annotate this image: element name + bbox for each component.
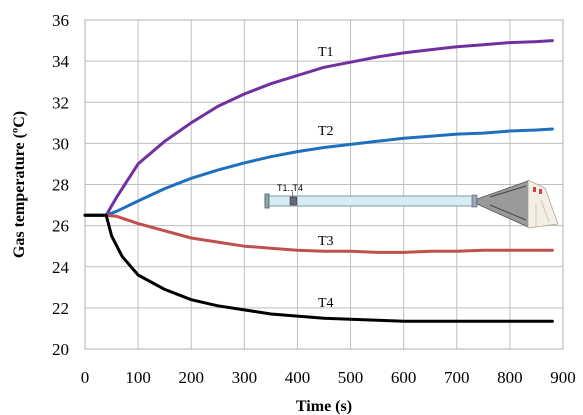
plot-border (84, 19, 564, 350)
series-label-t1: T1 (318, 45, 334, 60)
x-tick-label: 300 (232, 368, 258, 387)
y-tick-label: 24 (52, 258, 70, 277)
inset-sensor-block (289, 196, 298, 206)
inset-sensor-lead (291, 189, 294, 198)
y-axis-title: Gas temperature (ºC) (11, 111, 28, 258)
y-tick-label: 28 (52, 176, 69, 195)
y-tick-labels: 20 22 24 26 28 30 32 34 36 (52, 11, 70, 359)
x-tick-label: 600 (391, 368, 417, 387)
series-lines (83, 39, 554, 323)
x-tick-label: 400 (285, 368, 311, 387)
x-tick-label: 900 (550, 368, 576, 387)
inset-fan-housing-line (540, 199, 550, 223)
inset-fan-marker (533, 187, 536, 192)
duct-with-fan-diagram: T1..T4 (264, 179, 559, 229)
series-label-t2: T2 (318, 124, 334, 139)
y-tick-label: 34 (52, 52, 70, 71)
x-tick-label: 500 (338, 368, 364, 387)
x-tick-label: 200 (178, 368, 204, 387)
x-tick-label: 800 (497, 368, 523, 387)
inset-fan-cone-shade (489, 204, 527, 221)
y-tick-label: 20 (52, 340, 69, 359)
inset-fan-housing (527, 179, 559, 229)
y-tick-label: 26 (52, 217, 69, 236)
series-line-t3 (83, 213, 554, 254)
y-tick-label: 22 (52, 299, 69, 318)
series-labels: T1 T2 T3 T4 (318, 45, 334, 311)
x-tick-label: 700 (444, 368, 470, 387)
series-line-t2 (83, 127, 554, 217)
series-label-t4: T4 (318, 296, 334, 311)
inset-fan-marker (539, 189, 542, 194)
x-tick-label: 0 (81, 368, 90, 387)
inset-duct-end-cap (264, 193, 270, 209)
series-label-t3: T3 (318, 234, 334, 249)
inset-sensor-label: T1..T4 (277, 183, 303, 193)
y-tick-label: 32 (52, 93, 69, 112)
y-tick-label: 30 (52, 134, 69, 153)
series-line-t4 (83, 213, 554, 323)
x-tick-labels: 0 100 200 300 400 500 600 700 800 900 (81, 368, 576, 387)
inset-duct-coupling (471, 194, 478, 208)
x-tick-label: 100 (125, 368, 151, 387)
inset-fan-cone-shade (489, 185, 527, 198)
series-line-t1 (83, 39, 554, 217)
y-tick-label: 36 (52, 11, 69, 30)
x-axis-title: Time (s) (296, 398, 352, 415)
